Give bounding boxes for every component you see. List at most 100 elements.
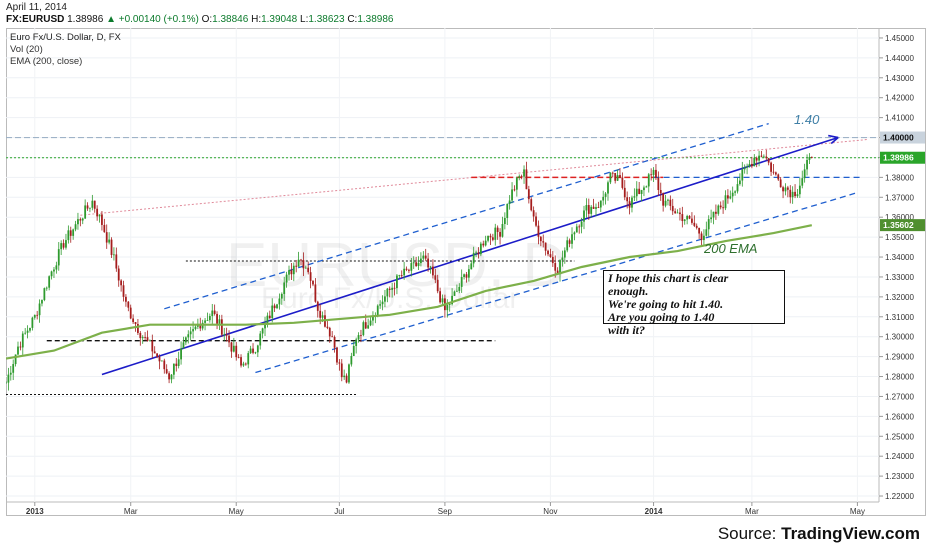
candle-body: [62, 243, 65, 248]
candle-body: [249, 348, 252, 354]
candle-body: [691, 218, 693, 223]
annotation-note: I hope this chart is clear enough. We're…: [603, 270, 785, 337]
source-brand[interactable]: TradingView.com: [781, 524, 920, 543]
candle-body: [69, 230, 72, 236]
candle-body: [113, 254, 115, 256]
up-arrow-icon: ▲: [106, 14, 116, 25]
candle-body: [748, 163, 751, 167]
candle-body: [650, 174, 653, 176]
candle-body: [316, 301, 319, 311]
candle-body: [794, 191, 796, 197]
candle-body: [599, 200, 602, 208]
candle-body: [175, 363, 178, 366]
candle-body: [616, 175, 619, 181]
price-label-value: 1.40000: [883, 133, 914, 143]
candle-body: [614, 173, 617, 181]
symbol-label[interactable]: FX:EURUSD: [6, 14, 65, 25]
candle-body: [801, 178, 804, 186]
candle-body: [292, 265, 295, 275]
candle-body: [331, 336, 334, 338]
x-tick-label: Sep: [438, 507, 453, 516]
y-tick-label: 1.29000: [885, 353, 914, 362]
candle-body: [396, 275, 398, 289]
candle-body: [513, 189, 516, 191]
candle-body: [36, 314, 39, 316]
x-tick-label: May: [850, 507, 865, 516]
candle-body: [508, 200, 511, 204]
candle-body: [182, 342, 185, 349]
candle-body: [261, 328, 264, 334]
candle-body: [302, 260, 305, 269]
candle-body: [583, 210, 585, 222]
candle-body: [127, 301, 130, 308]
candle-body: [153, 351, 156, 354]
candle-body: [415, 262, 418, 267]
candle-body: [160, 360, 163, 362]
candle-body: [170, 374, 173, 380]
candle-body: [307, 267, 310, 273]
candle-body: [21, 333, 24, 348]
candle-body: [698, 227, 701, 234]
candle-body: [117, 268, 120, 281]
candle-body: [535, 216, 537, 226]
candle-body: [340, 363, 343, 378]
candle-body: [283, 282, 286, 294]
main-trend-line: [101, 136, 839, 376]
y-tick-label: 1.22000: [885, 492, 914, 501]
chart-frame[interactable]: EURUSD, D Euro Fx/U.S. Dollar 1.45000 1.4…: [6, 28, 926, 516]
candle-body: [144, 337, 147, 338]
candle-body: [163, 360, 166, 370]
candle-body: [645, 186, 648, 188]
candle-body: [657, 177, 660, 191]
price-axis[interactable]: 1.45000 1.44000 1.43000 1.42000 1.41000 1.400…: [879, 34, 925, 501]
candle-body: [184, 337, 187, 343]
candle-body: [578, 226, 581, 228]
candle-body: [345, 375, 348, 383]
candle-body: [539, 236, 542, 242]
candle-body: [491, 237, 494, 240]
candle-body: [81, 218, 84, 221]
candle-body: [388, 288, 391, 290]
candle-body: [559, 260, 561, 275]
note-line: I hope this chart is clear: [608, 271, 729, 285]
candle-body: [676, 212, 679, 214]
candle-body: [772, 171, 775, 173]
candle-body: [379, 304, 382, 306]
candle-body: [561, 257, 564, 261]
y-tick-label: 1.30000: [885, 333, 914, 342]
candle-body: [412, 262, 415, 264]
candle-body: [386, 288, 389, 297]
candle-body: [362, 322, 365, 336]
candle-body: [477, 252, 480, 255]
candle-body: [467, 269, 470, 278]
candle-body: [343, 375, 346, 378]
candle-body: [9, 372, 12, 375]
price-label-value: 1.38986: [883, 153, 914, 163]
target-label: 1.40: [794, 112, 820, 127]
x-tick-label: 2014: [645, 507, 663, 516]
candle-body: [551, 256, 554, 264]
candle-body: [597, 207, 600, 208]
price-chart[interactable]: EURUSD, D Euro Fx/U.S. Dollar 1.450001.4…: [6, 28, 926, 516]
candle-body: [633, 196, 636, 198]
high-value: 1.39048: [261, 14, 298, 25]
candle-body: [276, 304, 278, 309]
candle-body: [515, 177, 518, 190]
price-label-value: 1.35602: [883, 220, 914, 230]
candle-body: [580, 221, 583, 227]
candle-body: [216, 313, 218, 324]
x-tick-label: Jul: [334, 507, 344, 516]
candle-body: [520, 176, 523, 177]
y-tick-label: 1.38000: [885, 173, 914, 182]
candle-body: [455, 290, 458, 292]
candle-body: [7, 374, 10, 383]
candle-body: [683, 219, 686, 222]
candle-body: [777, 174, 780, 180]
time-axis[interactable]: 2013 Mar May Jul Sep Nov 2014 Mar May: [26, 502, 865, 516]
candle-body: [172, 363, 175, 375]
candle-body: [669, 199, 672, 206]
y-tick-label: 1.44000: [885, 54, 914, 63]
x-tick-label: Mar: [745, 507, 759, 516]
note-line: We're going to hit 1.40.: [608, 297, 724, 311]
candle-body: [319, 310, 322, 318]
